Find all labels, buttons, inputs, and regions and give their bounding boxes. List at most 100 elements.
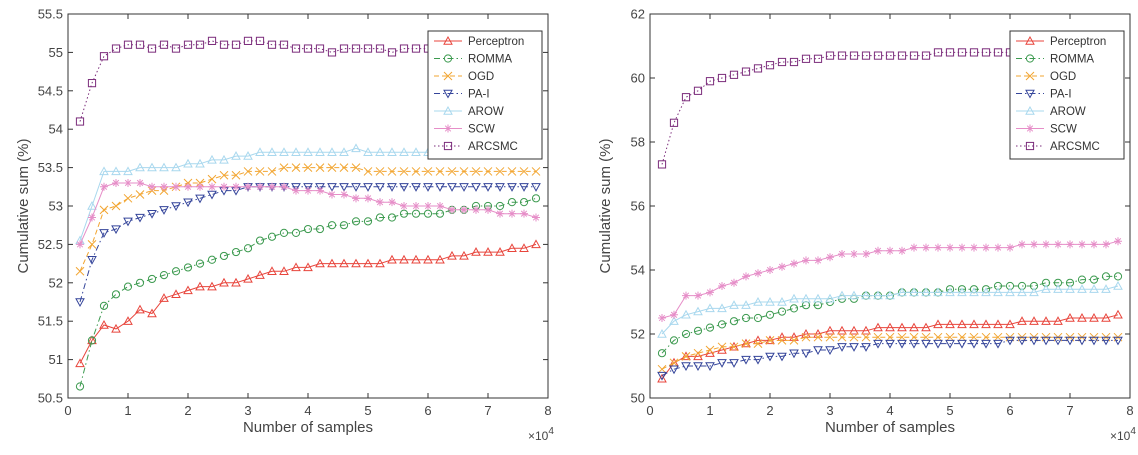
data-point [75,382,85,391]
data-point [681,93,691,102]
data-point [945,319,955,329]
data-point [801,349,811,359]
data-point [885,290,895,300]
data-point [885,322,895,332]
data-point [435,254,445,264]
data-point [136,178,144,187]
data-point [909,339,919,349]
x-tick-label: 4 [886,403,893,418]
data-point [327,48,337,57]
data-point [87,336,97,345]
data-point [1065,336,1075,346]
data-point [531,183,541,192]
data-point [705,77,715,86]
data-point [1090,240,1098,249]
data-point [171,202,181,212]
data-point [1053,336,1063,346]
data-point [897,287,907,297]
data-point [777,307,787,316]
x-tick-label: 4 [304,403,311,418]
data-point [934,243,942,252]
data-point [1005,336,1015,346]
data-point [75,117,85,126]
data-point [387,167,397,176]
data-point [147,209,157,219]
data-point [946,243,954,252]
data-point [231,151,241,160]
data-point [351,163,361,172]
data-point [982,243,990,252]
data-point [423,167,433,176]
data-point [423,254,433,264]
data-point [183,263,193,272]
data-point [873,339,883,349]
data-point [519,167,529,176]
x-tick-label: 0 [64,403,71,418]
data-point [484,205,492,214]
data-point [993,319,1003,329]
data-point [969,48,979,57]
y-tick-label: 54 [49,122,63,137]
data-point [933,48,943,57]
data-point [945,287,955,297]
data-point [531,239,541,249]
data-point [399,183,409,192]
data-point [945,48,955,57]
data-point [657,373,667,383]
data-point [483,247,493,256]
data-point [243,167,253,176]
data-point [183,198,193,208]
data-point [1018,240,1026,249]
data-point [898,246,906,255]
data-point [921,322,931,332]
data-point [267,147,277,156]
data-point [375,44,385,53]
legend-marker [444,124,452,133]
data-point [789,304,799,313]
data-point [705,303,715,313]
data-point [364,194,372,203]
data-point [303,262,313,272]
data-point [669,358,679,368]
data-point [351,44,361,53]
legend-marker [443,105,453,115]
data-point [291,228,301,237]
data-point [507,183,517,192]
data-point [885,332,895,342]
data-point [388,198,396,207]
legend-marker [1025,105,1035,115]
series-line [79,243,537,364]
data-point [387,147,397,156]
legend: Perceptron ROMMA OGD PA-I AROW SCW ARCSMC [1009,30,1125,160]
data-point [957,287,967,297]
data-point [328,190,336,199]
data-point [969,332,979,342]
legend-marker [1025,35,1035,45]
data-point [777,57,787,67]
data-point [111,323,121,333]
data-point [124,178,132,187]
data-point [981,319,991,329]
data-point [531,167,541,176]
data-point [375,183,385,192]
data-point [706,288,714,297]
legend-label: AROW [1050,106,1086,118]
data-point [1017,336,1027,346]
legend-marker [443,54,453,63]
data-point [339,163,349,172]
data-point [813,332,823,342]
data-point [532,213,540,222]
x-tick-label: 1 [706,403,713,418]
data-point [87,200,97,210]
series-line [661,285,1119,335]
legend-marker [443,141,453,151]
x-axis-exponent: ×104 [1110,426,1136,443]
data-point [741,339,751,348]
data-point [171,162,181,172]
x-tick-label: 6 [1006,403,1013,418]
data-point [399,209,409,218]
data-point [729,70,739,79]
data-point [1077,336,1087,346]
y-tick-label: 56 [631,199,645,214]
data-point [267,167,277,176]
